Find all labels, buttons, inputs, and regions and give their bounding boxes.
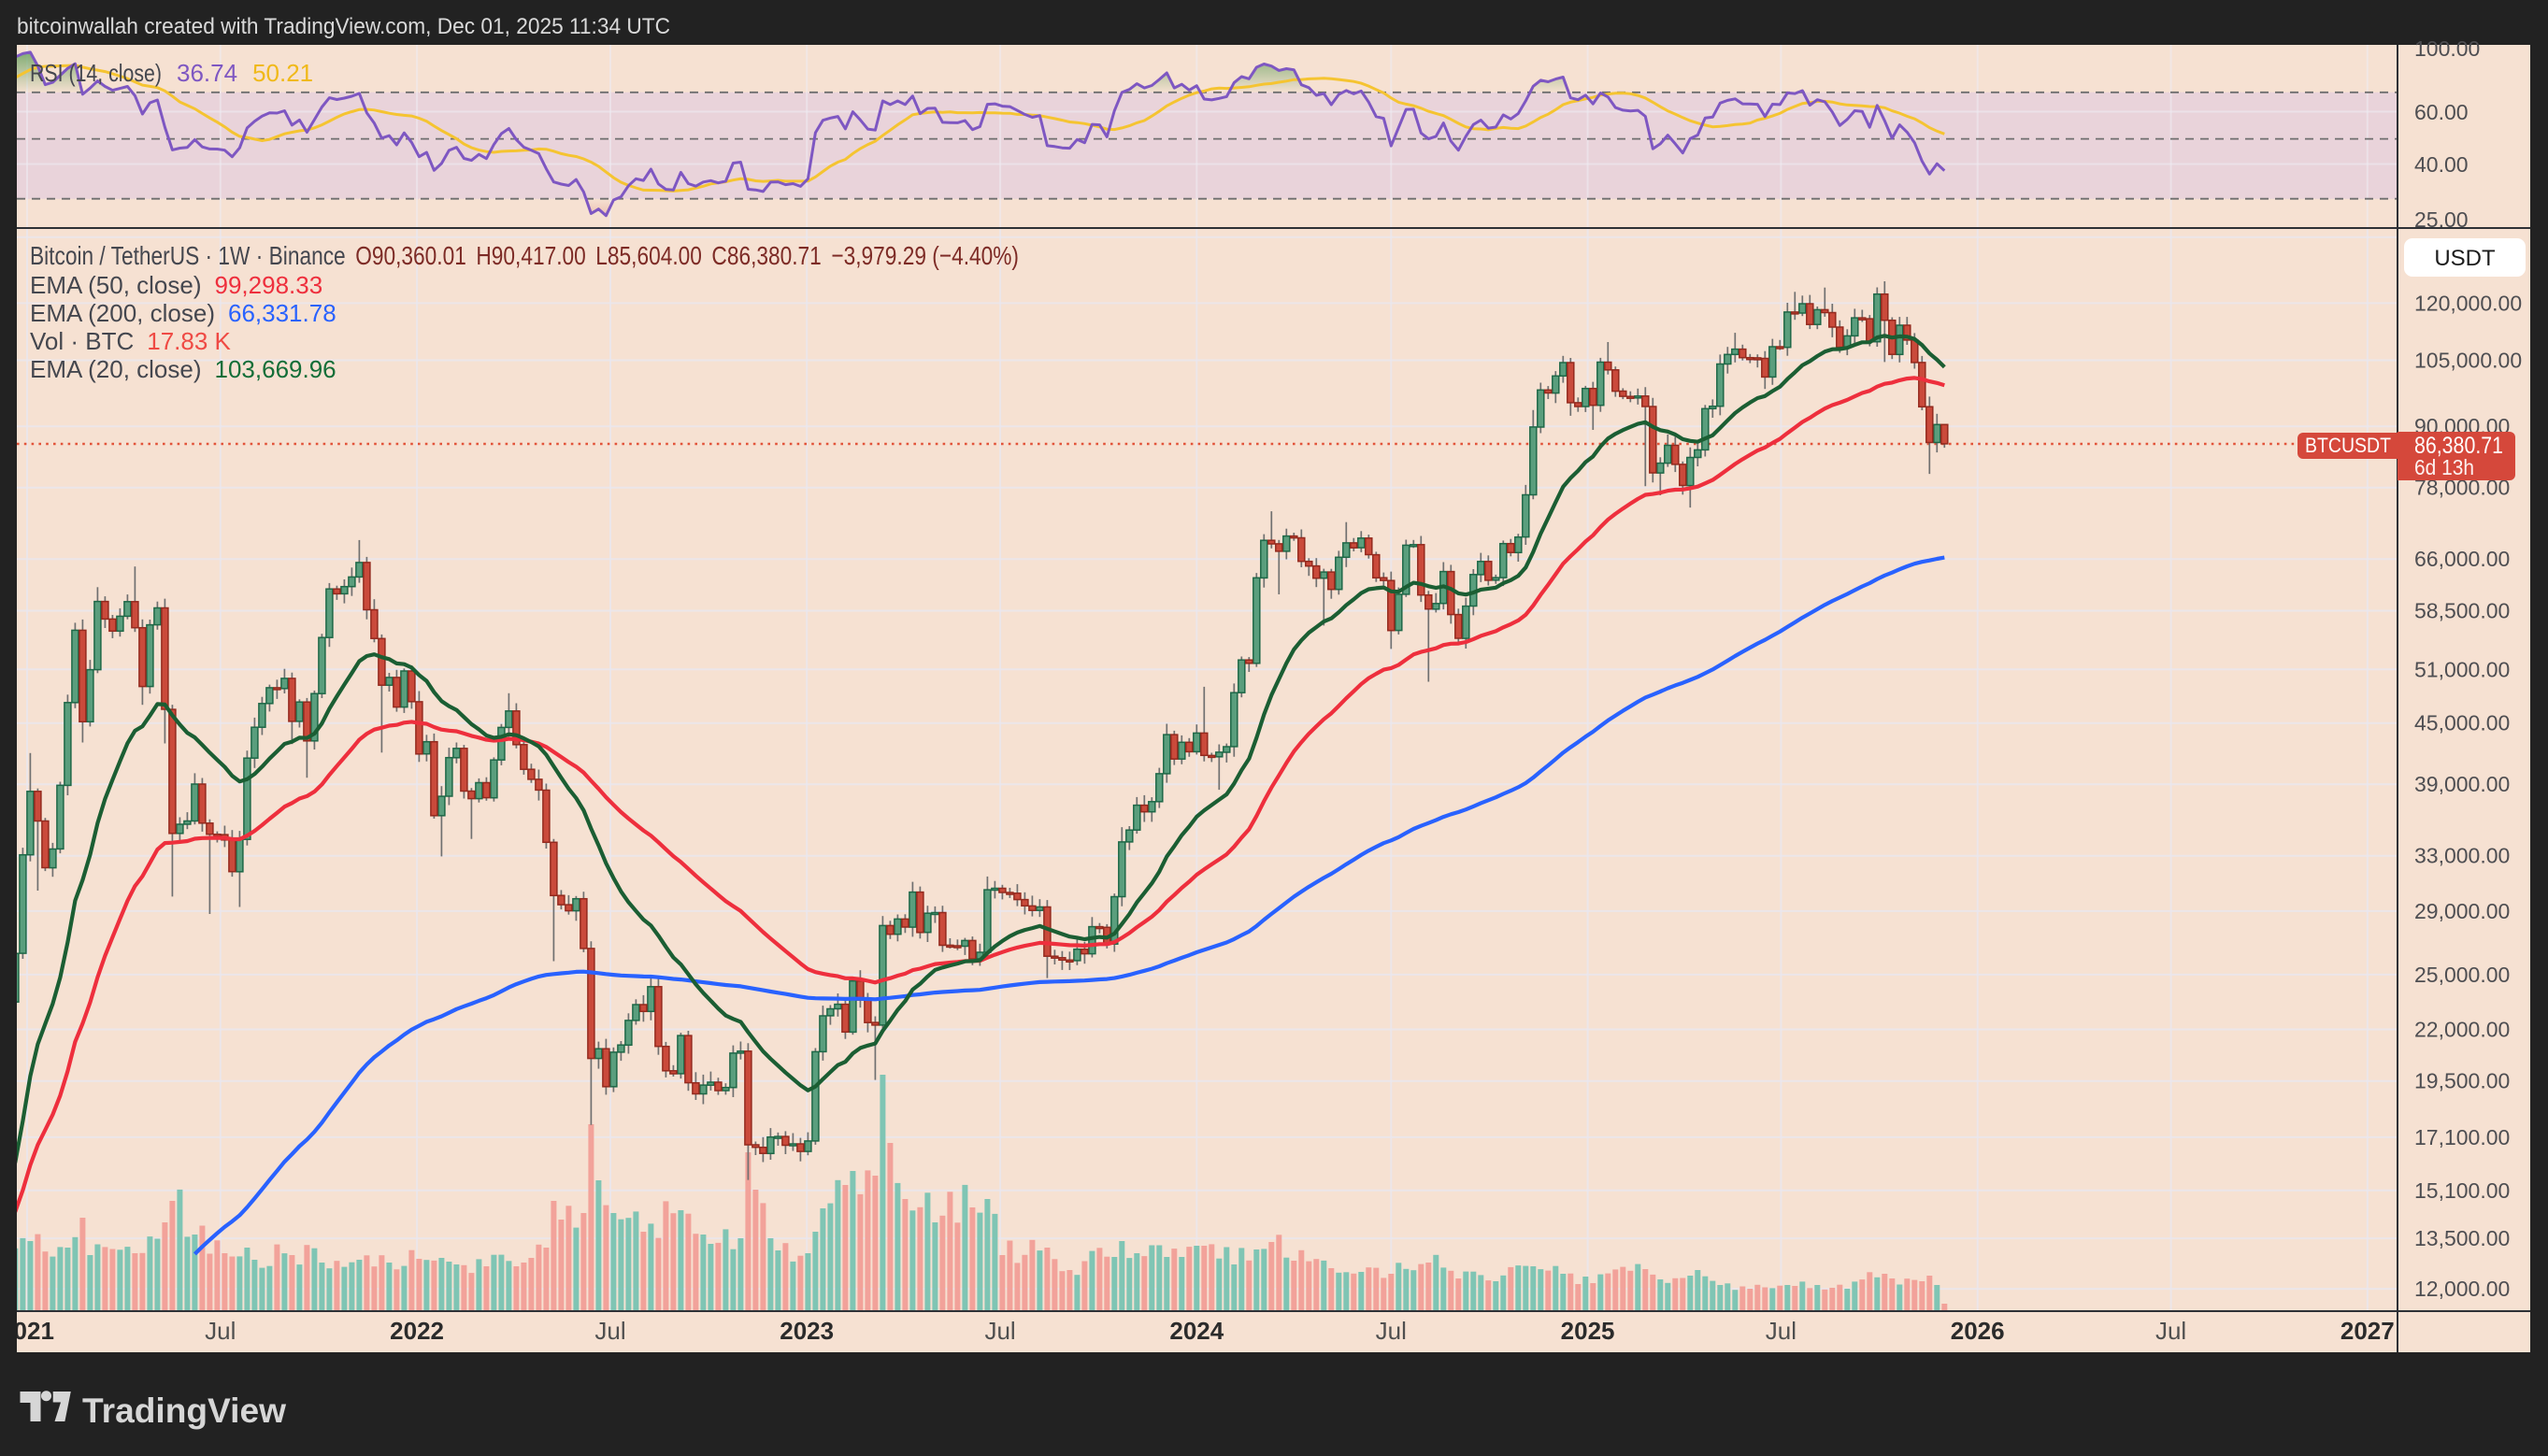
svg-text:Jul: Jul xyxy=(984,1317,1015,1345)
svg-text:25.00: 25.00 xyxy=(2414,207,2469,232)
svg-text:EMA (200, close)66,331.78: EMA (200, close) 66,331.78 xyxy=(30,299,336,327)
svg-text:2025: 2025 xyxy=(1561,1317,1615,1345)
svg-text:60.00: 60.00 xyxy=(2414,100,2469,124)
svg-text:58,500.00: 58,500.00 xyxy=(2414,599,2510,623)
svg-text:Bitcoin / TetherUS · 1W · Bina: Bitcoin / TetherUS · 1W · BinanceO90,360… xyxy=(30,241,1019,270)
svg-text:2024: 2024 xyxy=(1169,1317,1224,1345)
svg-text:2026: 2026 xyxy=(1951,1317,2005,1345)
svg-text:86,380.71: 86,380.71 xyxy=(2414,433,2503,459)
svg-text:2023: 2023 xyxy=(780,1317,834,1345)
svg-text:Jul: Jul xyxy=(1766,1317,1796,1345)
svg-text:BTCUSDT: BTCUSDT xyxy=(2305,434,2391,457)
svg-text:120,000.00: 120,000.00 xyxy=(2414,291,2522,315)
svg-text:12,000.00: 12,000.00 xyxy=(2414,1277,2510,1301)
svg-text:13,500.00: 13,500.00 xyxy=(2414,1226,2510,1250)
svg-text:Jul: Jul xyxy=(2155,1317,2186,1345)
svg-text:EMA (50, close)99,298.33: EMA (50, close) 99,298.33 xyxy=(30,271,322,299)
svg-text:29,000.00: 29,000.00 xyxy=(2414,899,2510,923)
svg-text:45,000.00: 45,000.00 xyxy=(2414,711,2510,735)
svg-text:17,100.00: 17,100.00 xyxy=(2414,1125,2510,1149)
svg-text:33,000.00: 33,000.00 xyxy=(2414,844,2510,868)
svg-text:Jul: Jul xyxy=(594,1317,625,1345)
svg-text:100.00: 100.00 xyxy=(2414,36,2480,61)
svg-text:15,100.00: 15,100.00 xyxy=(2414,1178,2510,1203)
svg-text:19,500.00: 19,500.00 xyxy=(2414,1069,2510,1093)
svg-text:Jul: Jul xyxy=(205,1317,236,1345)
svg-text:25,000.00: 25,000.00 xyxy=(2414,963,2510,987)
svg-text:2021: 2021 xyxy=(0,1317,54,1345)
svg-text:6d 13h: 6d 13h xyxy=(2414,455,2474,479)
svg-text:2022: 2022 xyxy=(390,1317,444,1345)
svg-text:105,000.00: 105,000.00 xyxy=(2414,349,2522,373)
svg-text:22,000.00: 22,000.00 xyxy=(2414,1018,2510,1042)
svg-text:Jul: Jul xyxy=(1376,1317,1407,1345)
svg-text:2027: 2027 xyxy=(2340,1317,2395,1345)
svg-text:TradingView: TradingView xyxy=(82,1392,286,1430)
svg-text:51,000.00: 51,000.00 xyxy=(2414,657,2510,681)
svg-text:40.00: 40.00 xyxy=(2414,152,2469,177)
svg-text:EMA (20, close)103,669.96: EMA (20, close) 103,669.96 xyxy=(30,355,336,383)
svg-text:bitcoinwallah created with Tra: bitcoinwallah created with TradingView.c… xyxy=(17,14,670,39)
svg-text:66,000.00: 66,000.00 xyxy=(2414,547,2510,571)
svg-text:USDT: USDT xyxy=(2434,246,2496,271)
svg-text:39,000.00: 39,000.00 xyxy=(2414,772,2510,796)
